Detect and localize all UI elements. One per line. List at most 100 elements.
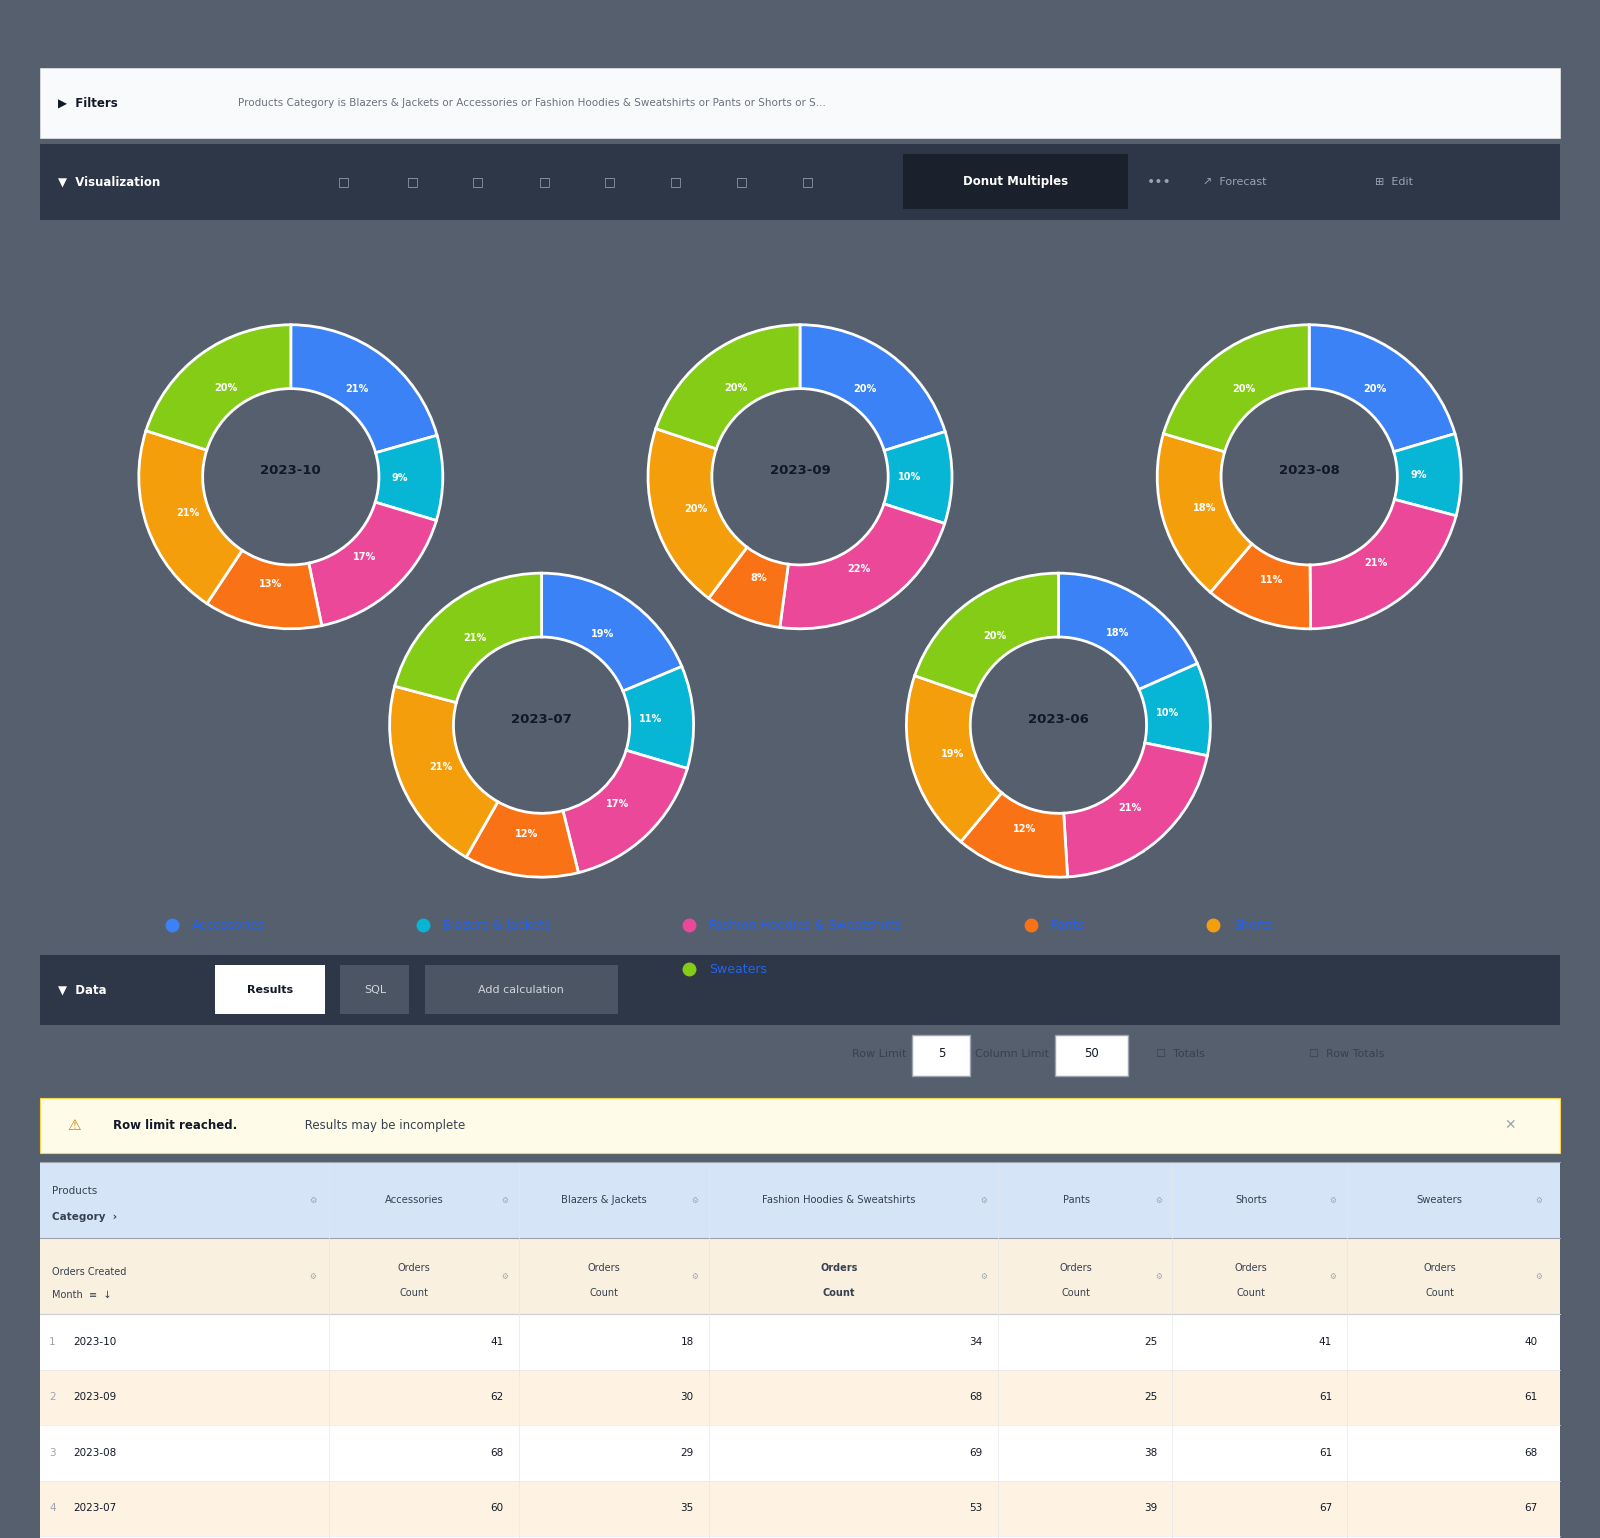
Text: Accessories: Accessories	[386, 1195, 443, 1206]
Text: Orders: Orders	[1059, 1263, 1093, 1273]
Text: ⚙: ⚙	[1155, 1272, 1162, 1281]
Text: Shorts: Shorts	[1234, 918, 1274, 932]
Text: Category  ›: Category ›	[53, 1212, 117, 1221]
Text: 60: 60	[491, 1503, 504, 1513]
Text: ⚙: ⚙	[1534, 1195, 1542, 1204]
Text: 30: 30	[680, 1392, 694, 1403]
Text: Pants: Pants	[1062, 1195, 1090, 1206]
Text: Orders: Orders	[587, 1263, 621, 1273]
Text: Count: Count	[590, 1287, 619, 1298]
Text: ⚙: ⚙	[501, 1195, 509, 1204]
Text: 61: 61	[1318, 1392, 1331, 1403]
Text: □: □	[406, 175, 418, 188]
Text: Fashion Hoodies & Sweatshirts: Fashion Hoodies & Sweatshirts	[709, 918, 901, 932]
Text: □: □	[539, 175, 550, 188]
Text: Orders: Orders	[1422, 1263, 1456, 1273]
Text: ⚙: ⚙	[691, 1272, 698, 1281]
Text: Month  ≡  ↓: Month ≡ ↓	[53, 1290, 112, 1300]
Text: □: □	[338, 175, 350, 188]
Text: 2023-08: 2023-08	[74, 1447, 117, 1458]
Text: Accessories: Accessories	[192, 918, 266, 932]
Text: 5: 5	[938, 1047, 946, 1060]
Text: 61: 61	[1523, 1392, 1538, 1403]
Text: 67: 67	[1523, 1503, 1538, 1513]
Text: 35: 35	[680, 1503, 694, 1513]
FancyBboxPatch shape	[40, 1238, 1560, 1313]
FancyBboxPatch shape	[424, 964, 618, 1015]
Text: ⚙: ⚙	[1155, 1195, 1162, 1204]
Text: Orders: Orders	[1235, 1263, 1267, 1273]
Text: ▼  Visualization: ▼ Visualization	[58, 175, 160, 188]
Text: Orders: Orders	[821, 1263, 858, 1273]
Text: Count: Count	[822, 1287, 854, 1298]
Text: Pants: Pants	[1051, 918, 1085, 932]
FancyBboxPatch shape	[40, 1163, 1560, 1238]
Text: ⚙: ⚙	[310, 1272, 317, 1281]
Text: ⚙: ⚙	[691, 1195, 698, 1204]
Text: 34: 34	[970, 1337, 982, 1347]
Text: □: □	[736, 175, 749, 188]
Text: ☐  Totals: ☐ Totals	[1155, 1049, 1205, 1060]
Text: 38: 38	[1144, 1447, 1157, 1458]
FancyBboxPatch shape	[40, 1536, 1560, 1538]
FancyBboxPatch shape	[40, 1426, 1560, 1481]
Text: 40: 40	[1525, 1337, 1538, 1347]
Text: 68: 68	[970, 1392, 982, 1403]
Text: 67: 67	[1318, 1503, 1331, 1513]
Text: Count: Count	[400, 1287, 429, 1298]
FancyBboxPatch shape	[40, 1481, 1560, 1536]
Text: 2023-09: 2023-09	[74, 1392, 117, 1403]
FancyBboxPatch shape	[40, 68, 1560, 138]
Text: Products: Products	[53, 1186, 98, 1197]
Text: ⚠: ⚠	[67, 1118, 82, 1134]
Text: 2: 2	[50, 1392, 56, 1403]
Text: 62: 62	[490, 1392, 504, 1403]
Text: Sweaters: Sweaters	[709, 963, 766, 975]
Text: Results may be incomplete: Results may be incomplete	[301, 1120, 466, 1132]
FancyBboxPatch shape	[40, 1369, 1560, 1426]
Text: 68: 68	[490, 1447, 504, 1458]
Text: ▶  Filters: ▶ Filters	[58, 97, 118, 109]
FancyBboxPatch shape	[341, 964, 410, 1015]
Text: Row limit reached.: Row limit reached.	[114, 1120, 237, 1132]
Text: Fashion Hoodies & Sweatshirts: Fashion Hoodies & Sweatshirts	[762, 1195, 915, 1206]
Text: □: □	[605, 175, 616, 188]
Text: 39: 39	[1144, 1503, 1157, 1513]
Text: 4: 4	[50, 1503, 56, 1513]
Text: Count: Count	[1426, 1287, 1454, 1298]
Text: ↗  Forecast: ↗ Forecast	[1203, 177, 1266, 186]
Text: ⚙: ⚙	[501, 1272, 509, 1281]
FancyBboxPatch shape	[1056, 1035, 1128, 1077]
FancyBboxPatch shape	[40, 143, 1560, 220]
FancyBboxPatch shape	[912, 1035, 970, 1077]
FancyBboxPatch shape	[214, 964, 325, 1015]
Text: 29: 29	[680, 1447, 694, 1458]
Text: 68: 68	[1523, 1447, 1538, 1458]
Text: 41: 41	[1318, 1337, 1331, 1347]
Text: Row Limit: Row Limit	[853, 1049, 906, 1060]
Text: Results: Results	[246, 984, 293, 995]
Text: 25: 25	[1144, 1337, 1157, 1347]
Text: ⚙: ⚙	[1534, 1272, 1542, 1281]
Text: ⚙: ⚙	[1330, 1272, 1336, 1281]
Text: Orders: Orders	[398, 1263, 430, 1273]
Text: SQL: SQL	[363, 984, 386, 995]
Text: 50: 50	[1085, 1047, 1099, 1060]
Text: 53: 53	[970, 1503, 982, 1513]
Text: □: □	[669, 175, 682, 188]
Text: 25: 25	[1144, 1392, 1157, 1403]
Text: Sweaters: Sweaters	[1416, 1195, 1462, 1206]
Text: Blazers & Jackets: Blazers & Jackets	[562, 1195, 646, 1206]
Text: •••: •••	[1147, 175, 1171, 189]
Text: ⚙: ⚙	[1330, 1195, 1336, 1204]
FancyBboxPatch shape	[40, 955, 1560, 1024]
FancyBboxPatch shape	[904, 154, 1128, 209]
Text: 18: 18	[680, 1337, 694, 1347]
Text: 61: 61	[1318, 1447, 1331, 1458]
Text: Add calculation: Add calculation	[478, 984, 565, 995]
Text: Count: Count	[1237, 1287, 1266, 1298]
Text: 2023-07: 2023-07	[74, 1503, 117, 1513]
Text: □: □	[802, 175, 813, 188]
FancyBboxPatch shape	[40, 1098, 1560, 1154]
Text: □: □	[472, 175, 483, 188]
